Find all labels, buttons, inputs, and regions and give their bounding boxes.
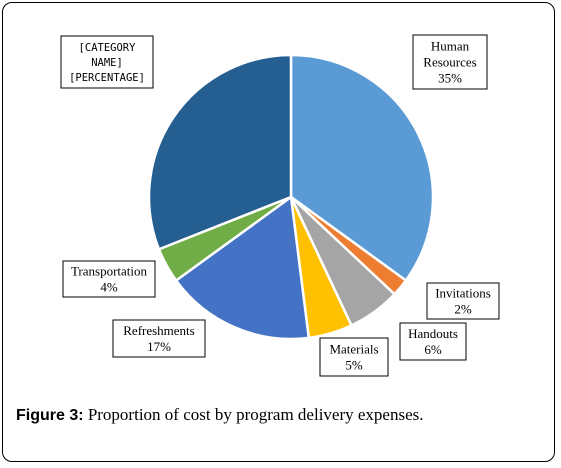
- caption-text: Proportion of cost by program delivery e…: [83, 405, 424, 424]
- pie-slice-refreshments: [174, 195, 311, 341]
- label-text-category-1: NAME]: [91, 57, 123, 69]
- label-text-invitations-1: 2%: [454, 301, 472, 316]
- label-text-refreshments-0: Refreshments: [123, 323, 194, 338]
- label-text-transportation-1: 4%: [100, 279, 118, 294]
- label-text-category-0: [CATEGORY: [79, 42, 137, 54]
- caption-lead: Figure 3:: [16, 407, 84, 424]
- label-text-human-resources-1: Resources: [423, 54, 476, 69]
- label-text-human-resources-2: 35%: [438, 70, 462, 85]
- pie-slice-category-name: [147, 53, 293, 251]
- label-box-category: [CATEGORY NAME] [PERCENTAGE]: [60, 35, 154, 89]
- pie-slice-human-resources: [289, 53, 435, 282]
- label-text-invitations-0: Invitations: [435, 285, 491, 300]
- label-text-human-resources-0: Human: [431, 38, 470, 53]
- label-text-category-2: [PERCENTAGE]: [69, 72, 145, 84]
- label-text-transportation-0: Transportation: [71, 263, 148, 278]
- label-text-handouts-0: Handouts: [408, 326, 458, 341]
- label-text-refreshments-1: 17%: [147, 339, 171, 354]
- label-text-handouts-1: 6%: [424, 342, 442, 357]
- label-text-materials-1: 5%: [345, 357, 363, 372]
- figure-caption: Figure 3: Proportion of cost by program …: [16, 405, 546, 425]
- label-text-materials-0: Materials: [329, 341, 378, 356]
